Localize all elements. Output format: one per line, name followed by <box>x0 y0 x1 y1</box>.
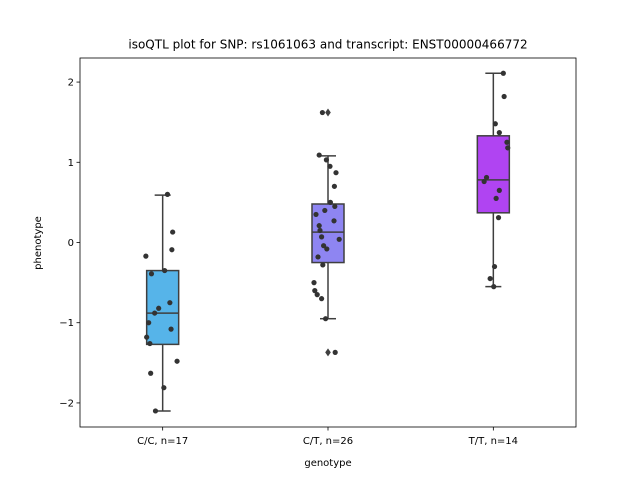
data-point <box>323 316 329 322</box>
data-point <box>481 178 487 185</box>
x-tick-label: T/T, n=14 <box>468 436 518 447</box>
chart-title: isoQTL plot for SNP: rs1061063 and trans… <box>128 38 527 52</box>
data-point <box>156 305 162 311</box>
data-point <box>321 243 327 249</box>
y-tick-label: 2 <box>68 78 74 89</box>
box-group <box>143 191 180 414</box>
y-tick-label: 0 <box>68 238 74 249</box>
data-point <box>162 267 168 274</box>
x-axis-label: genotype <box>304 458 351 469</box>
data-point <box>168 326 174 332</box>
data-point <box>161 385 167 391</box>
data-point <box>333 170 339 176</box>
data-point <box>327 163 333 169</box>
data-point <box>316 152 322 158</box>
data-point <box>500 70 506 76</box>
data-point <box>496 187 502 193</box>
y-tick-label: −1 <box>59 318 74 329</box>
data-point <box>495 215 502 221</box>
data-point <box>319 296 325 302</box>
data-point <box>492 121 498 127</box>
data-point <box>496 130 502 136</box>
data-point <box>170 229 176 235</box>
data-point <box>483 174 490 181</box>
data-point <box>332 203 338 210</box>
data-point <box>320 262 326 268</box>
data-point <box>144 334 150 340</box>
data-point <box>491 263 498 270</box>
data-point <box>319 109 325 116</box>
data-point <box>324 246 330 252</box>
data-point <box>327 199 333 205</box>
data-point <box>323 157 329 163</box>
data-point <box>501 93 507 100</box>
data-point <box>152 408 159 414</box>
data-point <box>147 340 153 347</box>
x-axis: C/C, n=17 C/T, n=26 T/T, n=14 <box>137 427 518 447</box>
data-point <box>152 310 158 316</box>
data-point <box>148 271 155 277</box>
box <box>476 135 511 214</box>
data-point <box>317 227 323 234</box>
plot-area <box>143 70 511 414</box>
outlier-marker <box>325 108 331 117</box>
data-point <box>493 195 499 201</box>
data-point <box>322 207 328 214</box>
data-point <box>148 370 154 376</box>
data-point <box>315 254 321 260</box>
box-group <box>311 108 345 357</box>
data-point <box>331 183 337 189</box>
data-point <box>504 139 510 145</box>
data-point <box>491 284 497 290</box>
data-point <box>311 280 317 286</box>
data-point <box>314 292 320 298</box>
data-point <box>164 191 171 197</box>
data-point <box>336 236 342 242</box>
data-point <box>167 300 173 306</box>
data-point <box>331 218 337 224</box>
data-point <box>143 253 149 259</box>
y-tick-label: 1 <box>68 158 74 169</box>
y-tick-label: −2 <box>59 398 74 409</box>
data-point <box>174 358 180 364</box>
data-point <box>505 145 511 151</box>
x-tick-label: C/T, n=26 <box>303 436 353 447</box>
y-axis-label: phenotype <box>33 216 44 270</box>
data-point <box>332 349 338 355</box>
data-point <box>487 275 493 282</box>
box <box>145 269 180 346</box>
outlier-marker <box>325 348 331 357</box>
y-axis: −2 −1 0 1 2 <box>59 78 80 409</box>
data-point <box>312 288 318 294</box>
data-point <box>169 247 175 253</box>
data-point <box>316 223 322 229</box>
x-tick-label: C/C, n=17 <box>137 436 188 447</box>
data-point <box>319 234 325 240</box>
data-point <box>313 211 319 218</box>
box-group <box>476 70 511 290</box>
data-point <box>146 320 152 326</box>
